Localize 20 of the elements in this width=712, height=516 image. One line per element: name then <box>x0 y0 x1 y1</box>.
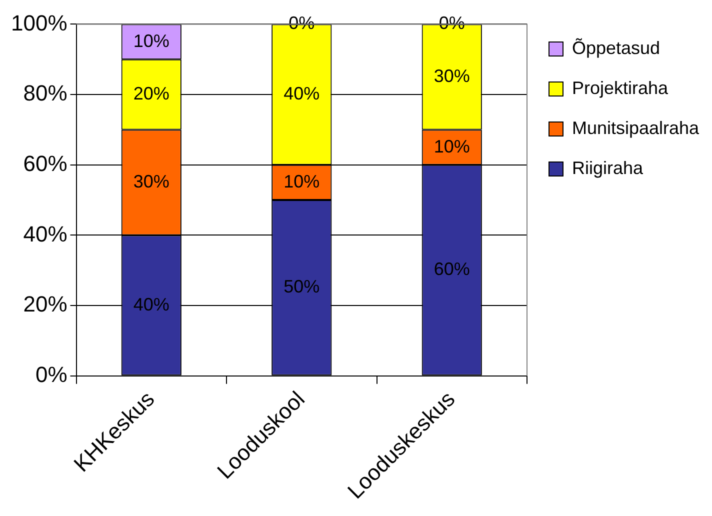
data-label: 30% <box>133 171 170 192</box>
y-tick-label: 0% <box>35 362 68 387</box>
data-label: 40% <box>133 294 170 314</box>
data-label: 40% <box>284 84 320 104</box>
data-label: 20% <box>133 84 170 104</box>
y-tick-label: 100% <box>10 10 68 36</box>
data-label: 50% <box>284 276 320 297</box>
legend-label: Riigiraha <box>572 158 644 178</box>
data-label: 60% <box>434 259 470 280</box>
data-label: 10% <box>284 171 320 192</box>
legend-label: Projektiraha <box>572 78 670 98</box>
y-tick-label: 80% <box>23 80 68 106</box>
data-label: 10% <box>434 136 470 156</box>
y-tick-label: 20% <box>23 292 68 317</box>
y-tick-label: 40% <box>23 221 68 246</box>
y-tick-label: 60% <box>23 150 68 176</box>
legend-label: Munitsipaalraha <box>572 118 700 138</box>
data-label: 10% <box>133 30 170 51</box>
data-label: 30% <box>434 66 470 86</box>
legend-label: Õppetasud <box>572 38 660 58</box>
